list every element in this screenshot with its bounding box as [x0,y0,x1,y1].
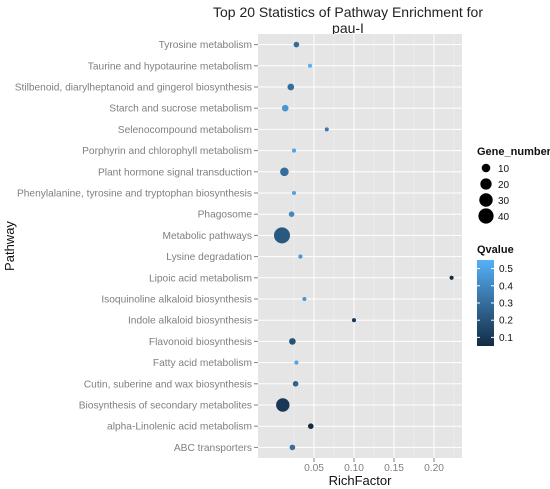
data-point [281,104,289,112]
data-point [293,41,300,48]
y-axis-label: Pathway [2,221,17,271]
y-axis: Tyrosine metabolism Taurine and hypotauri… [15,40,258,454]
qvalue-colorbar [477,260,494,346]
size-legend-key [479,193,493,207]
qvalue-tick-label: 0.3 [499,299,513,310]
y-tick-label: Plant hormone signal transduction [98,167,252,178]
y-tick-label: Phagosome [198,210,253,221]
y-tick-label: Stilbenoid, diarylheptanoid and gingerol… [15,83,252,94]
x-tick-label: 0.05 [304,463,324,474]
x-tick-label: 0.15 [384,463,404,474]
data-point [302,296,307,302]
qvalue-legend: Qvalue 0.1 0.2 0.3 0.4 0.5 [477,244,514,346]
y-tick-label: Porphyrin and chlorophyll metabolism [82,146,252,157]
chart-title-line-1: Top 20 Statistics of Pathway Enrichment … [213,4,483,20]
data-point [449,275,454,280]
data-point [307,423,314,430]
y-tick-label: Lysine degradation [166,252,252,263]
data-point [294,360,299,365]
size-legend-label: 20 [498,180,510,191]
y-tick-label: Lipoic acid metabolism [149,273,252,284]
data-point [292,380,299,387]
plot-panel [258,34,462,458]
y-tick-label: alpha-Linolenic acid metabolism [107,422,252,433]
size-legend-key [478,208,494,224]
data-point [298,254,303,259]
y-tick-label: Cutin, suberine and wax biosynthesis [84,379,252,390]
y-tick-label: Indole alkaloid biosynthesis [128,316,252,327]
y-tick-label: Biosynthesis of secondary metabolites [79,401,252,412]
data-point [351,318,357,323]
data-point [287,83,295,91]
data-point [307,63,313,68]
size-legend-label: 40 [498,212,510,223]
gene-number-legend: Gene_number 10 20 30 40 [477,146,550,224]
data-point [291,148,297,153]
y-tick-label: Taurine and hypotaurine metabolism [88,61,252,72]
qvalue-tick-label: 0.1 [499,333,513,344]
data-point [291,190,297,196]
y-tick-label: Fatty acid metabolism [153,358,252,369]
x-axis: 0.05 0.10 0.15 0.20 [304,458,444,474]
data-point [289,338,296,345]
size-legend-label: 10 [498,164,510,175]
data-points [274,41,454,451]
y-tick-label: Tyrosine metabolism [159,40,252,51]
size-legend-label: 30 [498,196,510,207]
qvalue-tick-label: 0.4 [499,281,513,292]
data-point [280,167,289,177]
gene-number-legend-title: Gene_number [477,146,550,158]
data-point [288,211,295,218]
y-tick-label: Isoquinoline alkaloid biosynthesis [101,295,252,306]
y-tick-label: Flavonoid biosynthesis [149,337,252,348]
y-tick-label: Starch and sucrose metabolism [109,104,252,115]
x-tick-label: 0.10 [344,463,364,474]
data-point [289,444,296,451]
qvalue-tick-label: 0.2 [499,316,513,327]
data-point [324,127,329,132]
chart-title-line-2: pau-I [332,20,364,36]
y-tick-label: Metabolic pathways [163,231,252,242]
y-tick-label: Phenylalanine, tyrosine and tryptophan b… [17,189,252,200]
qvalue-legend-title: Qvalue [477,244,514,256]
data-point [276,398,290,412]
size-legend-key [480,178,492,190]
qvalue-tick-label: 0.5 [499,264,513,275]
chart-title: Top 20 Statistics of Pathway Enrichment … [213,4,483,36]
y-tick-label: ABC transporters [174,443,252,454]
size-legend-key [481,163,491,173]
data-point [274,227,290,244]
x-tick-label: 0.20 [424,463,444,474]
x-axis-label: RichFactor [329,473,393,488]
y-tick-label: Selenocompound metabolism [118,125,252,136]
